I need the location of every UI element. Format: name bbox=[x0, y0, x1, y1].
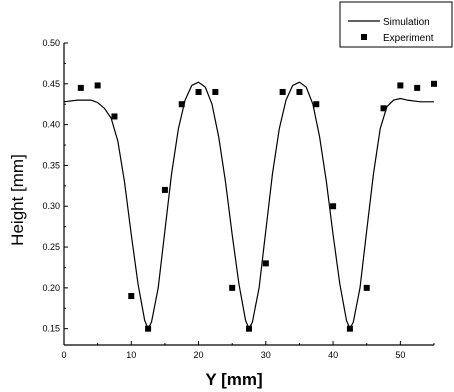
experiment-point bbox=[296, 88, 303, 95]
experiment-point bbox=[313, 101, 320, 108]
experiment-point bbox=[161, 186, 168, 193]
legend-experiment-label: Experiment bbox=[383, 33, 434, 44]
y-axis-title: Height [mm] bbox=[8, 154, 27, 246]
experiment-point bbox=[397, 82, 404, 89]
experiment-point bbox=[262, 260, 269, 267]
legend: Simulation Experiment bbox=[339, 1, 453, 48]
x-tick-label: 40 bbox=[328, 350, 338, 360]
y-tick-label: 0.50 bbox=[42, 38, 60, 48]
experiment-point bbox=[414, 84, 421, 91]
x-tick-label: 30 bbox=[261, 350, 271, 360]
y-tick-label: 0.40 bbox=[42, 120, 60, 130]
y-tick-label: 0.45 bbox=[42, 79, 60, 89]
axes bbox=[63, 42, 435, 346]
simulation-series bbox=[63, 81, 434, 330]
experiment-point bbox=[94, 82, 101, 89]
y-tick-label: 0.25 bbox=[42, 242, 60, 252]
experiment-point bbox=[111, 113, 118, 120]
experiment-point bbox=[246, 325, 252, 332]
experiment-series bbox=[77, 80, 437, 332]
x-tick-label: 10 bbox=[126, 350, 136, 360]
experiment-point bbox=[380, 105, 387, 112]
experiment-point bbox=[229, 284, 236, 291]
y-tick-label: 0.20 bbox=[42, 283, 60, 293]
legend-box bbox=[339, 1, 453, 48]
x-tick-label: 50 bbox=[395, 350, 405, 360]
experiment-point bbox=[212, 88, 219, 95]
experiment-point bbox=[431, 80, 437, 87]
experiment-point bbox=[77, 84, 84, 91]
x-tick-label: 20 bbox=[194, 350, 204, 360]
experiment-point bbox=[178, 101, 185, 108]
legend-experiment-swatch bbox=[361, 34, 367, 40]
legend-simulation-label: Simulation bbox=[383, 17, 430, 28]
experiment-point bbox=[363, 284, 370, 291]
experiment-point bbox=[330, 203, 337, 210]
y-tick-label: 0.35 bbox=[42, 160, 60, 170]
experiment-point bbox=[195, 88, 202, 95]
experiment-point bbox=[346, 325, 353, 332]
experiment-point bbox=[279, 88, 286, 95]
experiment-point bbox=[145, 325, 152, 332]
y-tick-label: 0.30 bbox=[42, 201, 60, 211]
experiment-point bbox=[128, 293, 135, 300]
tick-labels: 0.15 0.20 0.25 0.30 0.35 0.40 0.45 0.50 0 10 20 30 4… bbox=[42, 38, 405, 360]
simulation-line bbox=[63, 81, 434, 330]
y-tick-label: 0.15 bbox=[42, 324, 60, 334]
x-axis-title: Y [mm] bbox=[205, 370, 262, 389]
x-tick-label: 0 bbox=[61, 350, 66, 360]
